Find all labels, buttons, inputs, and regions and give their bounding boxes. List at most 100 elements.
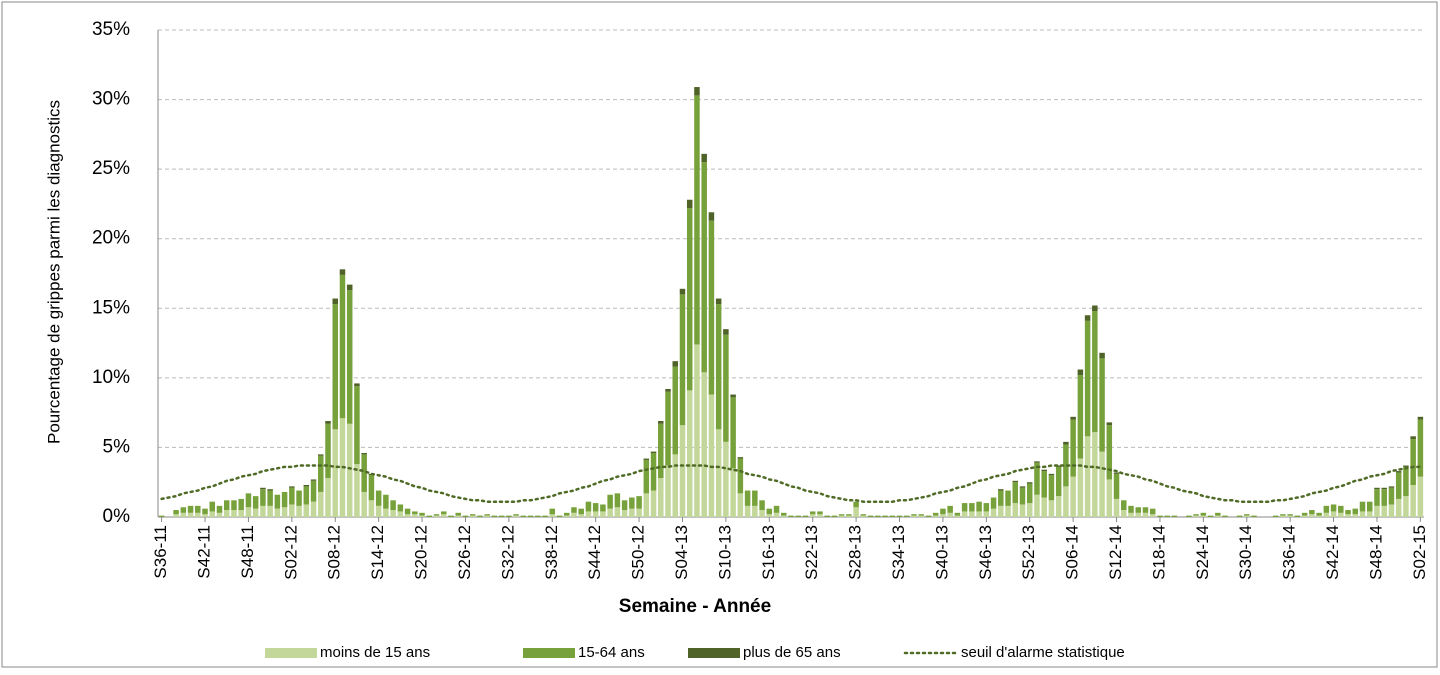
bar-segment <box>1055 466 1062 497</box>
bar-segment <box>1084 315 1091 321</box>
bar-segment <box>238 510 244 517</box>
x-tick-label: S46-13 <box>976 525 995 580</box>
bar-segment <box>310 480 317 502</box>
bar-segment <box>708 394 715 517</box>
bar-segment <box>911 515 917 517</box>
x-tick-label: S42-14 <box>1323 525 1342 580</box>
bar-segment <box>925 515 932 517</box>
bar-segment <box>708 212 715 221</box>
bar-segment <box>838 515 845 517</box>
bar-segment <box>1345 510 1351 515</box>
bar-segment <box>513 515 519 517</box>
y-tick-label: 10% <box>92 367 130 388</box>
bar-segment <box>1070 476 1076 517</box>
bar-segment <box>281 491 288 508</box>
x-tick-label: S20-12 <box>412 525 431 580</box>
bar-segment <box>686 208 693 391</box>
bar-segment <box>1186 515 1192 517</box>
bar-segment <box>527 515 534 517</box>
bar-segment <box>614 507 621 517</box>
bar-segment <box>911 514 917 516</box>
bar-segment <box>535 515 541 517</box>
bar-segment <box>260 487 266 490</box>
x-tick-label: S30-14 <box>1236 525 1255 580</box>
bar-segment <box>1157 515 1163 517</box>
bar-segment <box>578 514 584 517</box>
bar-segment <box>1142 507 1149 513</box>
bar-segment <box>296 490 302 506</box>
bar-segment <box>1410 436 1416 440</box>
bar-segment <box>1323 512 1330 517</box>
bar-segment <box>318 454 324 456</box>
bar-segment <box>1381 505 1387 517</box>
bar-segment <box>433 515 440 517</box>
bar-segment <box>773 505 780 513</box>
bar-segment <box>267 490 273 506</box>
bar-segment <box>513 514 519 516</box>
x-tick-label: S24-14 <box>1193 525 1212 580</box>
bar-segment <box>1410 484 1416 517</box>
bar-segment <box>404 508 411 515</box>
y-tick-label: 20% <box>92 228 130 249</box>
bar-segment <box>621 500 628 511</box>
bar-segment <box>397 504 404 512</box>
bar-segment <box>1323 505 1330 513</box>
bar-segment <box>882 515 888 517</box>
bar-segment <box>1121 500 1127 511</box>
bar-segment <box>752 490 758 506</box>
x-tick-label: S32-12 <box>498 525 517 580</box>
bar-segment <box>730 468 736 517</box>
bar-segment <box>737 457 744 459</box>
bar-segment <box>397 511 404 517</box>
bar-segment <box>390 500 396 511</box>
bar-segment <box>896 515 903 517</box>
bar-segment <box>477 515 483 517</box>
bar-segment <box>802 515 809 517</box>
bar-segment <box>969 503 975 512</box>
bar-segment <box>260 505 266 517</box>
bar-segment <box>245 507 252 517</box>
bar-segment <box>679 425 686 517</box>
bar-segment <box>607 494 613 509</box>
bar-segment <box>390 510 396 517</box>
x-tick-label: S08-12 <box>325 525 344 580</box>
bar-segment <box>1048 473 1055 476</box>
bar-segment <box>202 508 208 515</box>
y-tick-label: 30% <box>92 89 130 110</box>
bar-segment <box>781 512 787 516</box>
bar-segment <box>1041 497 1047 517</box>
bar-segment <box>1106 425 1113 480</box>
bar-segment <box>650 452 657 491</box>
bar-segment <box>267 505 273 517</box>
bar-segment <box>368 475 375 501</box>
bar-segment <box>932 512 939 516</box>
x-tick-label: S16-13 <box>759 525 778 580</box>
bar-segment <box>643 458 650 460</box>
bar-segment <box>1374 489 1380 506</box>
bar-segment <box>1200 515 1207 517</box>
bar-segment <box>600 511 606 517</box>
x-tick-label: S14-12 <box>368 525 387 580</box>
bar-segment <box>303 486 310 505</box>
bar-segment <box>1034 461 1040 463</box>
legend-label: 15-64 ans <box>578 644 645 661</box>
bar-segment <box>1345 514 1351 517</box>
bar-segment <box>1294 515 1301 517</box>
bar-segment <box>737 458 744 494</box>
bar-segment <box>346 423 353 517</box>
bar-segment <box>715 298 722 305</box>
bar-segment <box>947 512 953 517</box>
bar-segment <box>1092 305 1098 312</box>
bar-segment <box>1244 515 1250 517</box>
x-tick-label: S50-12 <box>629 525 648 580</box>
bar-segment <box>831 515 838 517</box>
bar-segment <box>231 500 237 511</box>
x-tick-label: S26-12 <box>455 525 474 580</box>
legend-swatch <box>688 648 740 658</box>
x-tick-label: S02-12 <box>281 525 300 580</box>
bar-segment <box>469 514 476 516</box>
bar-segment <box>759 510 765 517</box>
bar-segment <box>289 504 295 517</box>
bar-segment <box>694 87 700 96</box>
